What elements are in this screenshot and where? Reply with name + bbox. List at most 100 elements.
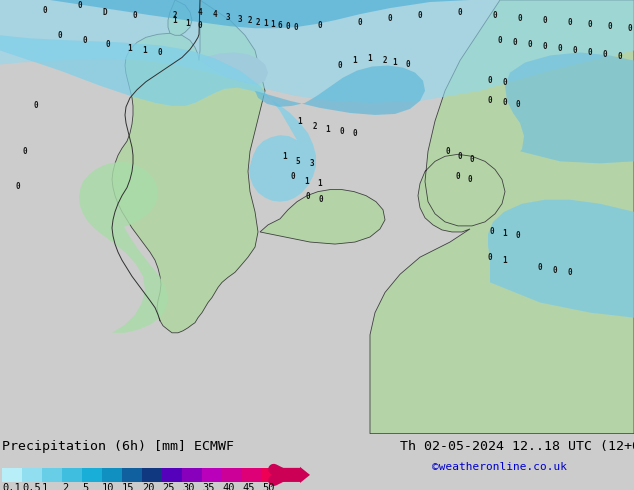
Text: 40: 40 [222, 483, 235, 490]
Text: 2: 2 [313, 122, 317, 130]
Text: 0: 0 [493, 11, 497, 20]
Text: 0: 0 [286, 22, 290, 31]
Bar [142, 468, 162, 482]
Text: 0: 0 [78, 0, 82, 9]
Text: 0: 0 [290, 172, 295, 181]
Text: 0: 0 [573, 46, 578, 55]
Text: 0: 0 [628, 24, 632, 33]
Text: 0: 0 [515, 100, 521, 109]
Text: 0: 0 [588, 20, 592, 29]
Text: 0: 0 [456, 172, 460, 181]
Text: 1: 1 [503, 256, 507, 265]
Text: 0: 0 [527, 40, 533, 49]
Bar [42, 468, 62, 482]
Text: 0: 0 [543, 42, 547, 51]
Text: 1: 1 [298, 117, 302, 125]
Text: 1: 1 [186, 19, 190, 28]
Text: 0.5: 0.5 [22, 483, 41, 490]
Text: D: D [103, 8, 107, 17]
Text: 0: 0 [538, 263, 542, 272]
Text: 0: 0 [42, 5, 48, 15]
Text: 1: 1 [127, 44, 133, 53]
Polygon shape [505, 52, 634, 163]
Text: 1: 1 [283, 152, 287, 161]
Text: 0: 0 [543, 16, 547, 24]
Text: 1: 1 [143, 46, 147, 55]
Text: 1: 1 [172, 16, 178, 24]
Bar [202, 468, 222, 482]
Text: 1: 1 [353, 56, 358, 65]
Text: 3: 3 [226, 13, 230, 22]
Text: 0: 0 [553, 266, 557, 275]
Text: 4: 4 [198, 8, 202, 17]
Text: 0: 0 [340, 126, 344, 136]
Text: 0: 0 [133, 11, 138, 20]
Text: 2: 2 [248, 16, 252, 24]
Text: 0: 0 [588, 48, 592, 57]
Text: 0: 0 [318, 21, 322, 30]
Text: 0: 0 [338, 61, 342, 70]
Text: 5: 5 [82, 483, 88, 490]
Text: 0: 0 [558, 44, 562, 53]
Text: 0: 0 [567, 18, 573, 26]
Text: 3: 3 [309, 159, 314, 168]
Text: 2: 2 [383, 56, 387, 65]
Text: 0: 0 [82, 36, 87, 45]
Polygon shape [0, 35, 316, 202]
Text: 0: 0 [618, 52, 623, 61]
Text: 0: 0 [458, 8, 462, 17]
Text: 50: 50 [262, 483, 275, 490]
Text: 0: 0 [106, 40, 110, 49]
Text: 0: 0 [353, 128, 358, 138]
Bar [122, 468, 142, 482]
Text: 6: 6 [278, 21, 282, 30]
Text: 0: 0 [158, 48, 162, 57]
Text: 0: 0 [319, 195, 323, 204]
Polygon shape [50, 0, 470, 28]
Text: Th 02-05-2024 12..18 UTC (12+06): Th 02-05-2024 12..18 UTC (12+06) [400, 440, 634, 453]
Text: 0: 0 [406, 60, 410, 69]
Text: 0: 0 [58, 31, 62, 40]
Text: 5: 5 [295, 157, 301, 166]
Text: 0: 0 [198, 21, 202, 30]
Polygon shape [200, 52, 268, 85]
Bar [262, 468, 282, 482]
Polygon shape [112, 0, 265, 333]
Text: 4: 4 [212, 10, 217, 19]
Text: 15: 15 [122, 483, 134, 490]
Text: 1: 1 [271, 20, 275, 29]
Text: 20: 20 [142, 483, 155, 490]
Text: ©weatheronline.co.uk: ©weatheronline.co.uk [432, 462, 567, 472]
Text: 0: 0 [518, 14, 522, 23]
Text: 0: 0 [489, 227, 495, 237]
FancyArrow shape [282, 467, 310, 483]
Text: 0: 0 [16, 182, 20, 191]
Text: 1: 1 [42, 483, 48, 490]
Bar [162, 468, 182, 482]
Text: 0: 0 [488, 97, 493, 105]
Bar [22, 468, 42, 482]
Text: 0: 0 [34, 101, 38, 110]
Text: 30: 30 [182, 483, 195, 490]
Text: 0: 0 [488, 253, 493, 262]
Text: 0: 0 [458, 152, 462, 161]
Text: 0: 0 [23, 147, 27, 156]
Text: 1: 1 [368, 54, 372, 63]
Text: 1: 1 [318, 179, 322, 188]
Text: 0: 0 [470, 155, 474, 164]
Text: 0: 0 [468, 175, 472, 184]
Bar [62, 468, 82, 482]
Text: 2: 2 [172, 11, 178, 20]
Text: 0: 0 [503, 78, 507, 87]
Bar [182, 468, 202, 482]
Bar [242, 468, 262, 482]
Text: Precipitation (6h) [mm] ECMWF: Precipitation (6h) [mm] ECMWF [2, 440, 234, 453]
Text: 0: 0 [358, 18, 362, 26]
Text: 45: 45 [242, 483, 254, 490]
Polygon shape [0, 0, 634, 103]
Text: 3: 3 [238, 15, 242, 24]
Text: 0: 0 [498, 36, 502, 45]
Text: 10: 10 [102, 483, 115, 490]
Bar [82, 468, 102, 482]
Text: 0: 0 [607, 22, 612, 31]
